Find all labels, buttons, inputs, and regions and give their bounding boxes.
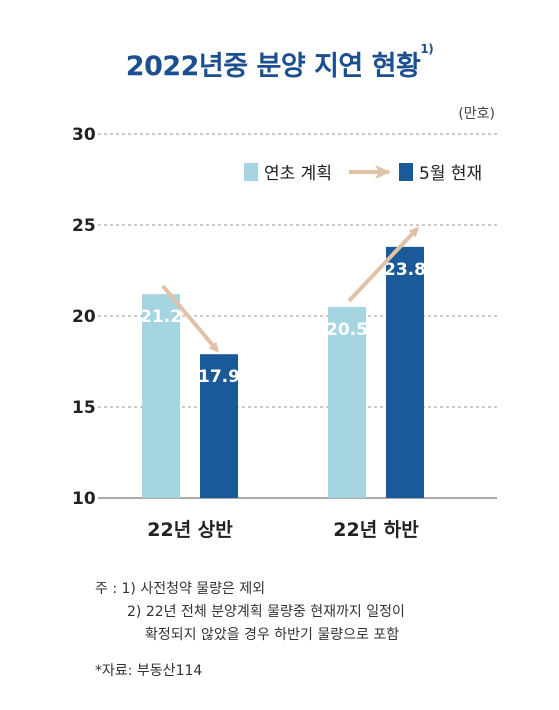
unit-label: (만호)	[458, 106, 495, 122]
legend-swatch	[399, 163, 413, 181]
legend-label: 연초 계획	[264, 164, 332, 184]
trend-arrow	[161, 284, 219, 353]
bar	[142, 294, 180, 498]
legend-swatch	[244, 163, 258, 181]
y-tick-label: 30	[72, 125, 96, 145]
category-label: 22년 하반	[333, 519, 419, 541]
trend-arrow	[347, 226, 420, 303]
data-label: 23.8	[384, 260, 426, 280]
bar	[328, 306, 366, 498]
data-label: 21.2	[140, 307, 182, 327]
footnotes: 주 : 1) 사전청약 물량은 제외 2) 22년 전체 분양계획 물량중 현재…	[95, 578, 405, 647]
y-tick-label: 20	[72, 307, 96, 327]
y-tick-label: 25	[72, 216, 96, 236]
footnote-2: 2) 22년 전체 분양계획 물량중 현재까지 일정이	[127, 604, 405, 620]
bar-chart: 10 15 20 25 30 21.2 17.9 22년 상반 20.5 23.8 22년 하반 연초…	[72, 125, 497, 541]
footnote-1: 주 : 1) 사전청약 물량은 제외	[95, 581, 266, 597]
y-tick-label: 15	[72, 398, 96, 418]
title-footnote-marker: 1)	[420, 42, 434, 56]
bar	[386, 246, 424, 498]
bar	[200, 354, 238, 498]
footnote-2-cont: 확정되지 않았을 경우 하반기 물량으로 포함	[145, 627, 400, 643]
data-label: 17.9	[198, 367, 240, 387]
source-note: *자료: 부동산114	[95, 663, 203, 679]
chart-title: 2022년중 분양 지연 현황1)	[125, 42, 434, 82]
y-tick-label: 10	[72, 489, 96, 509]
legend-label: 5월 현재	[419, 164, 482, 184]
category-label: 22년 상반	[147, 519, 233, 541]
data-label: 20.5	[326, 320, 368, 340]
